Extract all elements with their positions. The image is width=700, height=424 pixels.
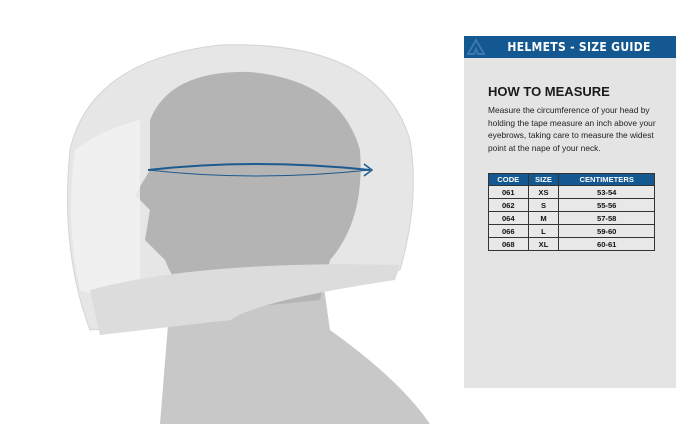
cell-code: 068 (488, 237, 529, 251)
cell-code: 062 (488, 198, 529, 212)
cell-size: M (527, 211, 560, 225)
size-guide-panel: HELMETS - SIZE GUIDE HOW TO MEASURE Meas… (464, 36, 676, 388)
table-row: 061 XS 53-54 (488, 185, 655, 199)
cell-code: 064 (488, 211, 529, 225)
cell-centimeters: 55-56 (558, 198, 655, 212)
brand-logo-icon (466, 38, 486, 55)
cell-code: 066 (488, 224, 529, 238)
header-title: HELMETS - SIZE GUIDE (507, 40, 651, 54)
measuring-tape (147, 163, 371, 171)
section-description: Measure the circumference of your head b… (488, 105, 656, 153)
size-table: CODE SIZE CENTIMETERS 061 XS 53-54 062 S 55-5… (488, 173, 655, 251)
helmet-head-illustration (67, 44, 430, 424)
chin-bar (90, 264, 400, 335)
measuring-tape-back (147, 169, 371, 177)
table-row: 066 L 59-60 (488, 224, 655, 238)
section-title: HOW TO MEASURE (488, 84, 610, 99)
cell-centimeters: 53-54 (558, 185, 655, 199)
cell-size: XS (527, 185, 560, 199)
column-header-size: SIZE (527, 173, 560, 186)
head-silhouette (135, 71, 361, 310)
cell-centimeters: 57-58 (558, 211, 655, 225)
cell-size: S (527, 198, 560, 212)
visor (71, 120, 140, 295)
table-row: 068 XL 60-61 (488, 237, 655, 251)
cell-size: L (527, 224, 560, 238)
cell-size: XL (527, 237, 560, 251)
table-row: 064 M 57-58 (488, 211, 655, 225)
size-guide-header: HELMETS - SIZE GUIDE (464, 36, 676, 58)
column-header-code: CODE (488, 173, 529, 186)
column-header-centimeters: CENTIMETERS (558, 173, 655, 186)
cell-code: 061 (488, 185, 529, 199)
cell-centimeters: 60-61 (558, 237, 655, 251)
cell-centimeters: 59-60 (558, 224, 655, 238)
tape-arrow-icon (363, 163, 374, 177)
table-row: 062 S 55-56 (488, 198, 655, 212)
